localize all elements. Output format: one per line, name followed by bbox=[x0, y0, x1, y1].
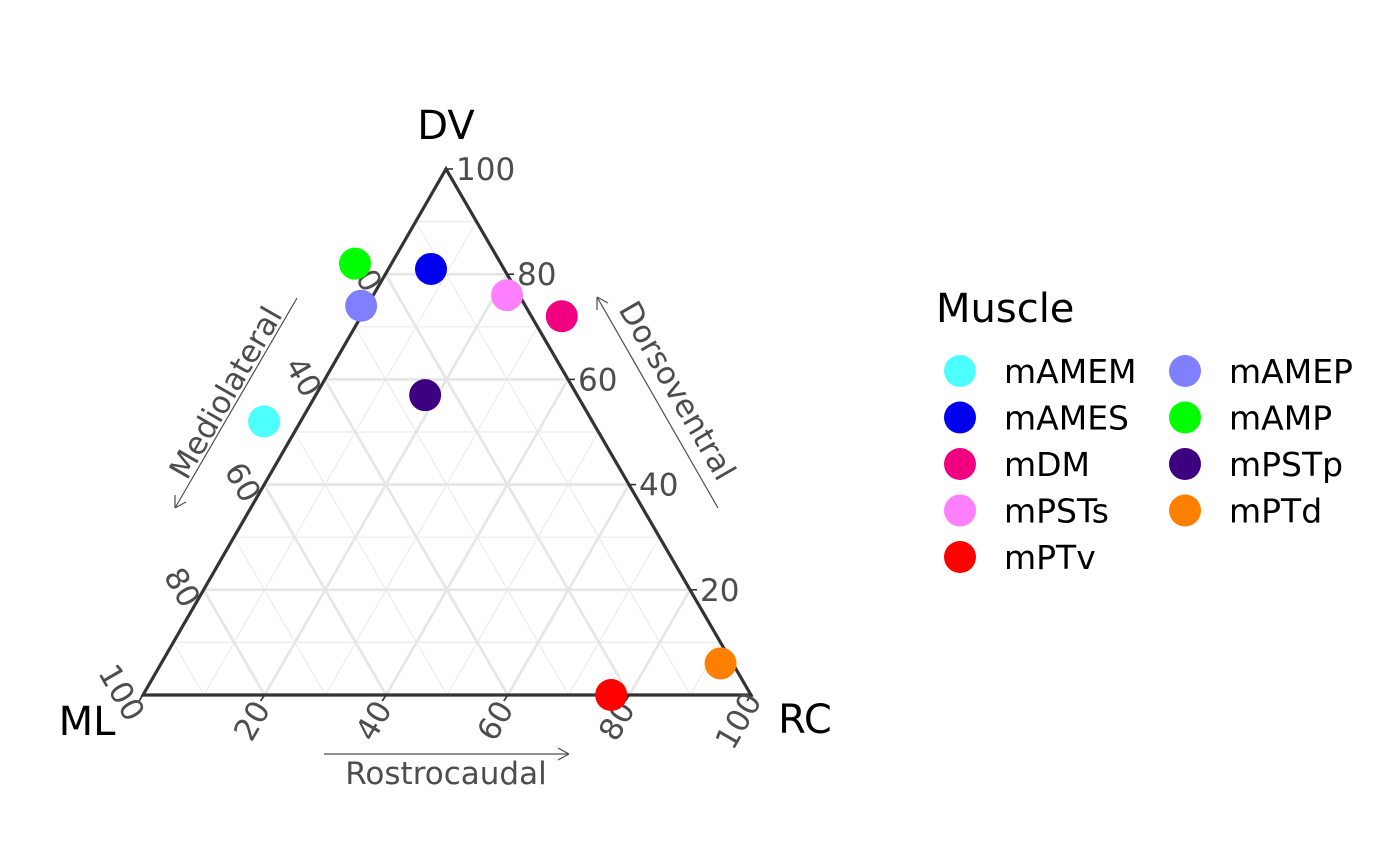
ternary-frame bbox=[140, 165, 754, 697]
ml-tick-100 bbox=[138, 694, 144, 702]
ml-gridline-40 bbox=[323, 378, 509, 696]
dv-tick-label-20: 20 bbox=[700, 573, 739, 609]
ml-axis-arrow bbox=[174, 297, 298, 509]
ml-tick-20 bbox=[380, 273, 387, 281]
rc-axis-title-group: Rostrocaudal bbox=[324, 747, 570, 792]
ml-tick-label-40: 40 bbox=[277, 351, 328, 403]
ml-tick-80 bbox=[198, 589, 205, 597]
rc-gridline-50 bbox=[446, 431, 600, 696]
rc-tick-label-100: 100 bbox=[709, 686, 770, 755]
legend-title: Muscle bbox=[936, 286, 1074, 332]
vertex-label-ml: ML bbox=[59, 699, 117, 745]
rc-gridline-30 bbox=[324, 326, 539, 696]
legend-items: mAMEM mAMES mDM mPSTs mPTv mAMEP mAMP mPSTp mPTd bbox=[944, 352, 1353, 577]
legend-key-mPSTs bbox=[944, 494, 976, 527]
legend-label-mAMEM: mAMEM bbox=[1004, 352, 1137, 391]
ml-gridline-10 bbox=[415, 221, 691, 696]
rc-tick-label-20: 20 bbox=[227, 695, 278, 747]
data-points bbox=[248, 247, 737, 711]
rc-tick-20 bbox=[259, 694, 266, 702]
point-mDM bbox=[545, 300, 578, 333]
ml-axis-title: Mediolateral bbox=[163, 301, 290, 486]
legend-key-mAMEM bbox=[944, 355, 976, 387]
ml-tick-label-60: 60 bbox=[217, 457, 268, 509]
point-mAMEM bbox=[248, 405, 281, 438]
rc-tick-60 bbox=[503, 694, 509, 702]
rc-gridline-80 bbox=[628, 589, 692, 696]
legend-key-mAMP bbox=[1169, 401, 1201, 434]
legend-key-mPTv bbox=[944, 541, 976, 573]
dv-tick-label-100: 100 bbox=[456, 152, 515, 188]
rc-tick-label-40: 40 bbox=[349, 695, 400, 747]
rc-gridline-40 bbox=[385, 378, 570, 696]
point-mAMP bbox=[338, 247, 371, 280]
ml-gridline-50 bbox=[293, 431, 448, 696]
point-mAMES bbox=[414, 252, 447, 285]
legend-key-mDM bbox=[944, 448, 976, 480]
rc-tick-label-60: 60 bbox=[470, 695, 521, 747]
dv-axis-title: Dorsoventral bbox=[611, 295, 742, 486]
dv-axis-arrow bbox=[596, 296, 719, 509]
dv-tick-labels: 20 40 60 80 100 bbox=[456, 152, 739, 609]
legend-label-mDM: mDM bbox=[1004, 445, 1090, 484]
vertex-label-rc: RC bbox=[778, 697, 832, 743]
legend-key-mAMEP bbox=[1169, 355, 1201, 387]
ml-tick-label-80: 80 bbox=[156, 562, 207, 614]
vertex-label-dv: DV bbox=[417, 103, 475, 149]
rc-gridline-10 bbox=[203, 221, 478, 696]
point-mAMEP bbox=[345, 289, 378, 322]
legend-label-mPTv: mPTv bbox=[1004, 538, 1096, 577]
ml-gridline-80 bbox=[202, 589, 266, 696]
dv-tick-label-40: 40 bbox=[639, 468, 678, 504]
ml-tick-60 bbox=[259, 484, 265, 492]
legend-label-mPSTs: mPSTs bbox=[1004, 492, 1109, 531]
rc-tick-labels: 20 40 60 80 100 bbox=[227, 686, 769, 755]
rc-tick-40 bbox=[381, 694, 387, 702]
ml-gridline-70 bbox=[233, 536, 326, 696]
point-mPTv bbox=[595, 679, 628, 711]
legend-key-mPSTp bbox=[1169, 448, 1201, 480]
point-mPSTs bbox=[491, 279, 524, 312]
rc-tick-100 bbox=[746, 694, 752, 702]
rc-axis-arrow bbox=[324, 747, 570, 761]
rc-gridline-60 bbox=[506, 483, 631, 696]
ml-gridline-90 bbox=[172, 642, 205, 696]
minor-gridlines bbox=[172, 221, 722, 696]
legend-label-mAMES: mAMES bbox=[1004, 399, 1129, 438]
legend-label-mAMEP: mAMEP bbox=[1229, 352, 1353, 391]
point-mPTd bbox=[704, 647, 737, 680]
rc-gridline-70 bbox=[568, 536, 661, 696]
dv-tick-label-60: 60 bbox=[578, 362, 617, 398]
ml-gridline-60 bbox=[263, 483, 388, 696]
legend-label-mAMP: mAMP bbox=[1229, 399, 1332, 438]
legend-key-mAMES bbox=[944, 401, 976, 434]
major-gridlines bbox=[202, 272, 692, 696]
ml-gridline-30 bbox=[354, 326, 570, 696]
legend-label-mPTd: mPTd bbox=[1229, 492, 1322, 531]
legend-label-mPSTp: mPSTp bbox=[1229, 445, 1343, 484]
ml-tick-40 bbox=[320, 378, 326, 386]
dv-tick-label-80: 80 bbox=[517, 257, 556, 293]
legend: Muscle mAMEM mAMES mDM mPSTs mPTv mAMEP mAMP mP… bbox=[936, 286, 1353, 577]
rc-axis-title: Rostrocaudal bbox=[345, 756, 546, 792]
legend-key-mPTd bbox=[1169, 494, 1201, 527]
point-mPSTp bbox=[409, 379, 442, 412]
tick-marks bbox=[138, 168, 752, 702]
